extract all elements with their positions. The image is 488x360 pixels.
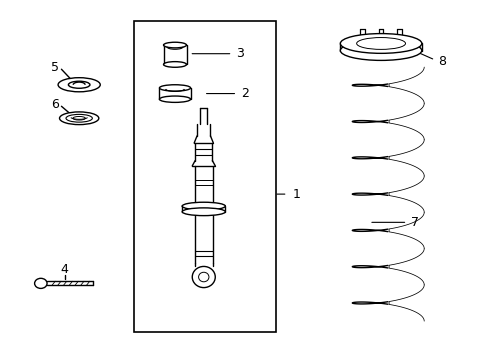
Text: 6: 6 (51, 98, 59, 111)
Ellipse shape (182, 202, 225, 210)
Ellipse shape (60, 112, 99, 125)
Ellipse shape (35, 278, 47, 288)
Ellipse shape (192, 266, 215, 288)
Text: 8: 8 (438, 55, 446, 68)
Ellipse shape (68, 81, 90, 88)
Ellipse shape (159, 96, 190, 102)
Ellipse shape (182, 208, 225, 216)
Text: 3: 3 (235, 47, 243, 60)
Text: 5: 5 (51, 60, 59, 73)
Ellipse shape (340, 41, 421, 60)
Ellipse shape (198, 272, 208, 282)
Ellipse shape (340, 33, 421, 53)
Ellipse shape (66, 114, 92, 122)
Text: 1: 1 (292, 188, 300, 201)
Text: 2: 2 (240, 87, 248, 100)
Text: 7: 7 (410, 216, 418, 229)
Ellipse shape (356, 37, 405, 49)
Ellipse shape (163, 62, 186, 67)
Ellipse shape (73, 117, 85, 120)
Ellipse shape (159, 85, 190, 91)
Ellipse shape (163, 42, 186, 48)
Bar (134, 21, 275, 332)
Text: 4: 4 (61, 264, 69, 276)
Ellipse shape (58, 78, 100, 92)
